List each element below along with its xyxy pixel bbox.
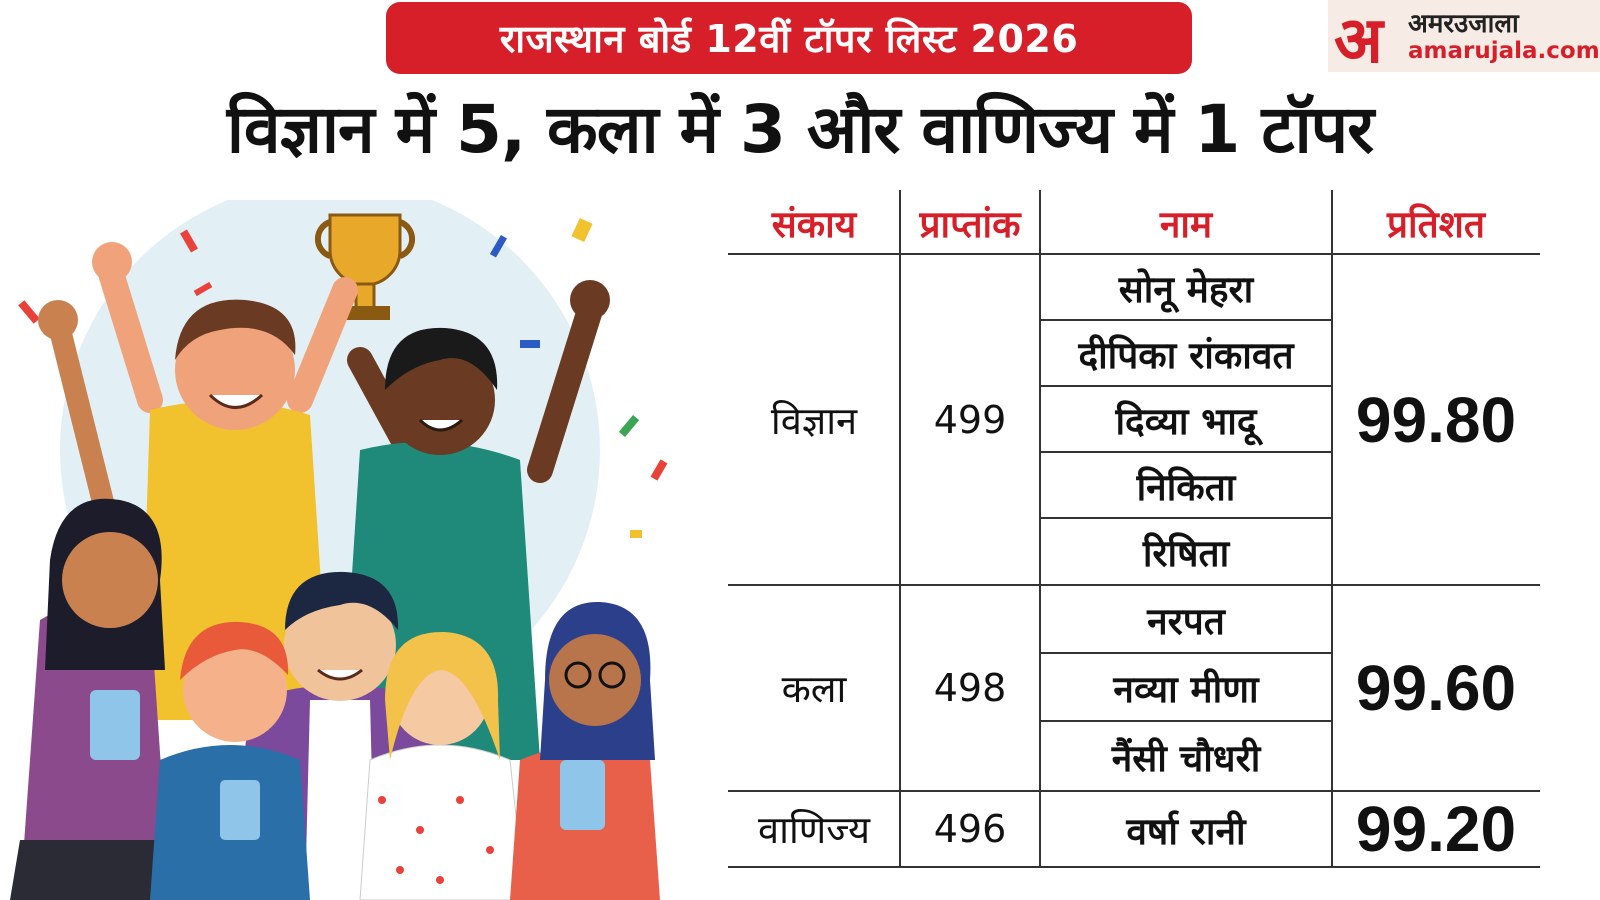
- table-divider: [1040, 451, 1331, 453]
- marks-science: 499: [933, 397, 1007, 442]
- table-divider: [1331, 190, 1333, 867]
- header-marks: प्राप्तांक: [919, 202, 1021, 246]
- table-divider: [1040, 720, 1331, 722]
- title-banner: राजस्थान बोर्ड 12वीं टॉपर लिस्ट 2026: [386, 2, 1192, 74]
- celebrating-students-illustration: [10, 200, 668, 900]
- table-divider: [1040, 385, 1331, 387]
- marks-commerce: 496: [933, 807, 1007, 851]
- table-divider: [728, 866, 1540, 868]
- topper-name: वर्षा रानी: [1126, 809, 1246, 853]
- logo-url: amarujala.com: [1408, 38, 1600, 64]
- topper-name: नैंसी चौधरी: [1111, 736, 1261, 780]
- topper-name: नव्या मीणा: [1113, 667, 1259, 711]
- percent-arts: 99.60: [1355, 652, 1517, 724]
- amar-ujala-logo[interactable]: अ अमरउजाला amarujala.com: [1328, 0, 1600, 78]
- faculty-arts: कला: [781, 667, 847, 711]
- topper-name: सोनू मेहरा: [1118, 267, 1254, 311]
- table-divider: [1040, 652, 1331, 654]
- headline: विज्ञान में 5, कला में 3 और वाणिज्य में …: [226, 91, 1374, 168]
- table-divider: [899, 190, 901, 867]
- table-divider: [1040, 517, 1331, 519]
- marks-arts: 498: [933, 666, 1007, 710]
- header-faculty: संकाय: [771, 202, 857, 246]
- header-name: नाम: [1159, 202, 1213, 246]
- topper-name: दीपिका रांकावत: [1078, 333, 1294, 377]
- table-divider: [728, 253, 1540, 255]
- logo-wordmark: अमरउजाला: [1408, 9, 1519, 39]
- topper-name: दिव्या भादू: [1115, 399, 1257, 443]
- faculty-science: विज्ञान: [770, 398, 858, 443]
- logo-mark: अ: [1334, 4, 1383, 78]
- table-divider: [728, 584, 1540, 586]
- percent-science: 99.80: [1355, 383, 1517, 456]
- table-divider: [1040, 319, 1331, 321]
- faculty-commerce: वाणिज्य: [757, 808, 871, 852]
- toppers-table: संकाय प्राप्तांक नाम प्रतिशत विज्ञान 499…: [728, 190, 1552, 876]
- topper-name: निकिता: [1136, 465, 1236, 509]
- topper-name: रिषिता: [1142, 532, 1230, 575]
- topper-name: नरपत: [1147, 599, 1225, 643]
- table-divider: [1039, 190, 1041, 867]
- percent-commerce: 99.20: [1355, 793, 1517, 865]
- table-divider: [728, 790, 1540, 792]
- header-percent: प्रतिशत: [1387, 202, 1485, 246]
